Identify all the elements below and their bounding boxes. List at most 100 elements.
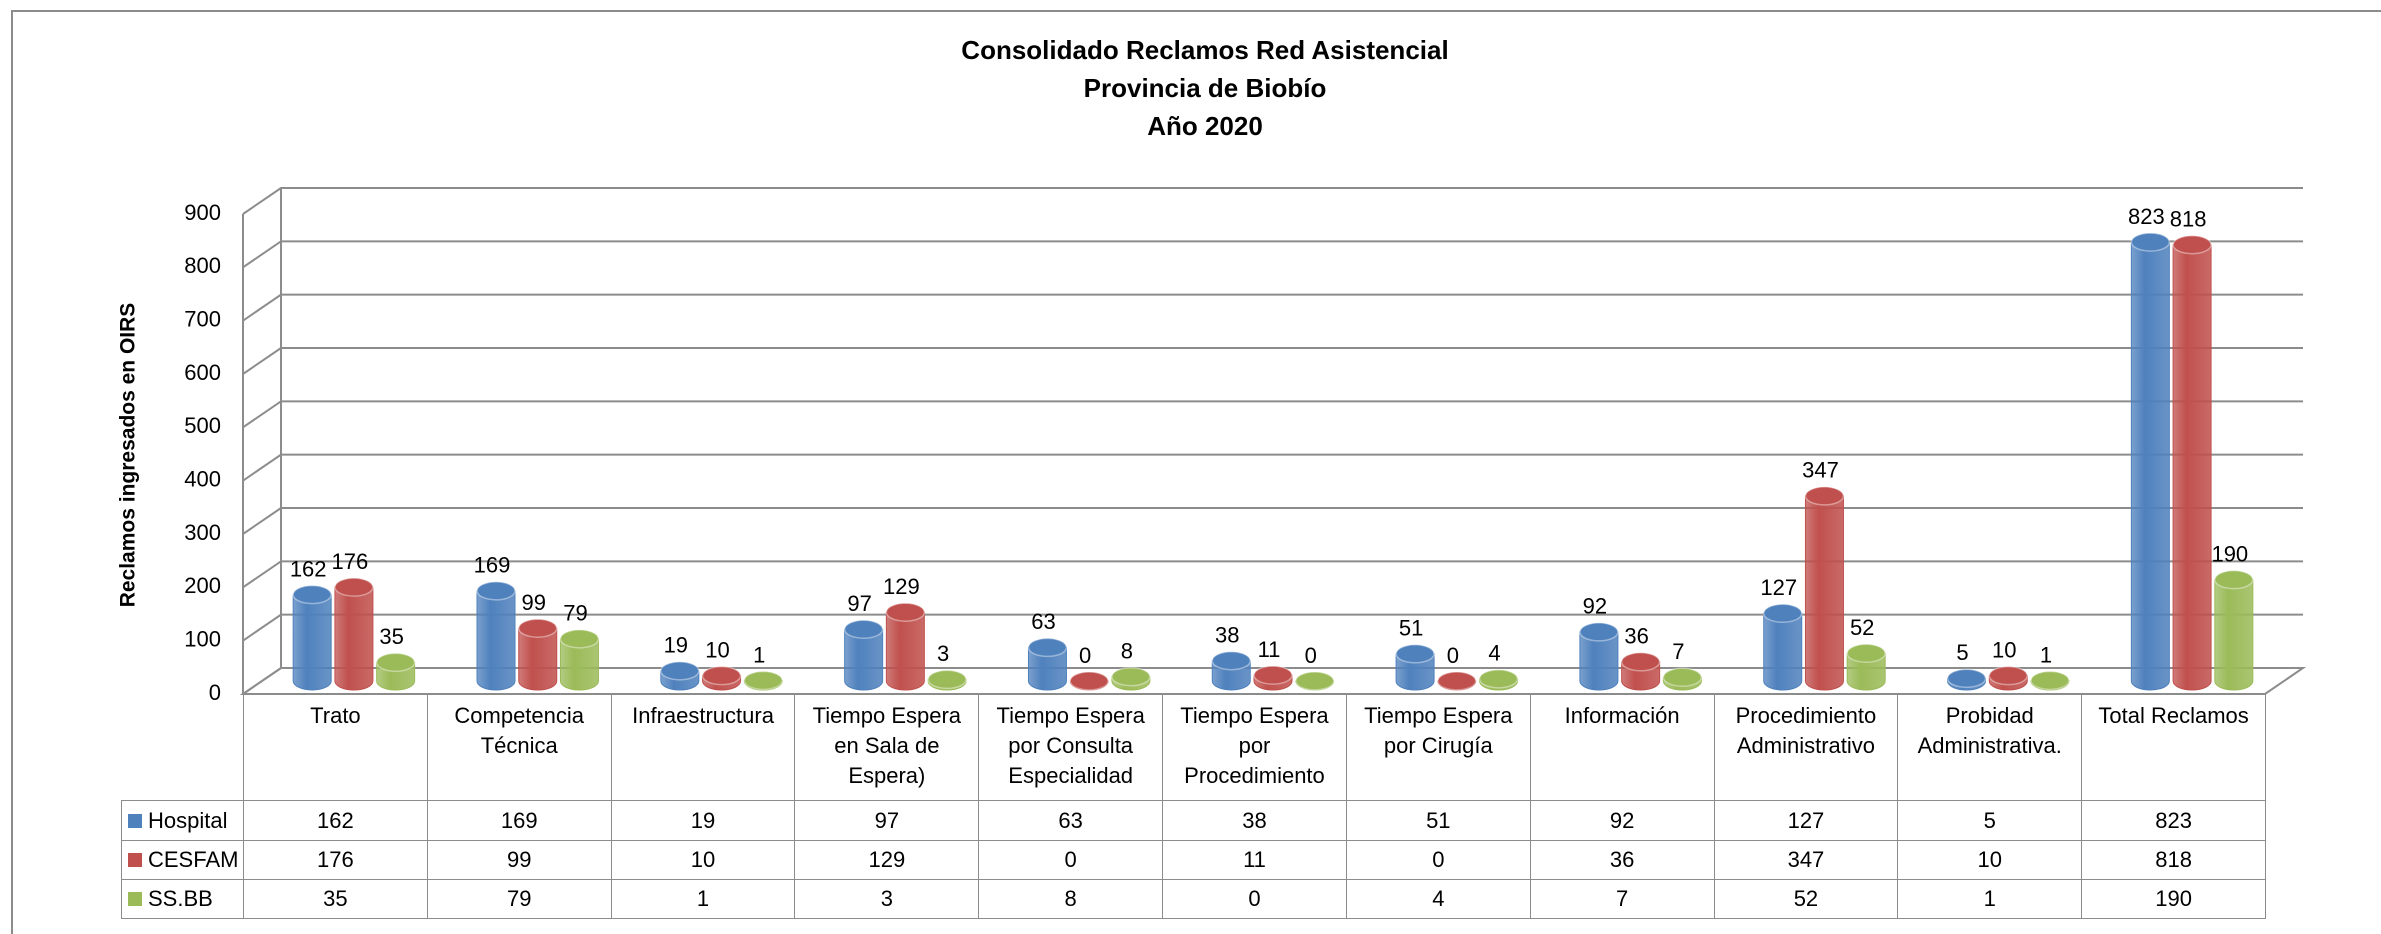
table-cell: 162 <box>243 800 428 841</box>
data-label: 129 <box>883 574 920 599</box>
legend-label: SS.BB <box>148 886 213 911</box>
data-label: 79 <box>563 601 587 626</box>
bar-top <box>660 661 700 681</box>
table-cell: 7 <box>1529 879 1715 919</box>
table-cell: 97 <box>794 800 980 841</box>
table-cell: 0 <box>978 840 1164 880</box>
bar-top <box>1395 644 1435 664</box>
bar <box>1763 612 1803 691</box>
bar-top <box>334 577 374 597</box>
y-axis-label: Reclamos ingresados en OIRS <box>117 303 140 608</box>
data-label: 818 <box>2170 207 2207 232</box>
x-tick-label: Información <box>1529 694 1715 801</box>
bar-top <box>1762 603 1803 624</box>
table-cell: 0 <box>1162 879 1347 919</box>
bar <box>476 590 516 691</box>
legend-swatch <box>128 813 142 828</box>
bar <box>844 628 884 691</box>
table-cell: 92 <box>1529 800 1715 841</box>
data-label: 162 <box>290 556 327 581</box>
table-cell: 35 <box>243 879 428 919</box>
data-label: 0 <box>1079 643 1091 668</box>
table-cell: 176 <box>243 840 428 880</box>
legend-entry: Hospital <box>121 800 244 841</box>
grid-line <box>242 560 2303 589</box>
table-cell: 5 <box>1897 800 2083 841</box>
y-tick-label: 600 <box>184 360 221 385</box>
bar-top <box>1579 622 1619 642</box>
data-label: 190 <box>2211 541 2248 566</box>
bar-top <box>1478 669 1519 689</box>
x-tick-label: Tiempo Espera por Cirugía <box>1345 694 1531 801</box>
x-tick-label: Probidad Administrativa. <box>1897 694 2083 801</box>
table-cell: 818 <box>2081 840 2266 880</box>
bar-top <box>1662 667 1703 688</box>
y-tick-label: 700 <box>184 306 221 331</box>
table-cell: 1 <box>610 879 796 919</box>
bar <box>518 627 558 691</box>
data-label: 0 <box>1305 643 1317 668</box>
x-tick-label: Competencia Técnica <box>426 694 612 801</box>
chart-title: Año 2020 <box>1147 111 1263 141</box>
table-cell: 38 <box>1162 800 1347 841</box>
data-label: 176 <box>332 549 369 574</box>
data-label: 823 <box>2128 204 2165 229</box>
data-label: 63 <box>1031 609 1055 634</box>
bar-top <box>559 629 600 649</box>
data-label: 11 <box>1258 637 1281 662</box>
chart-title: Provincia de Biobío <box>1084 73 1327 103</box>
bar <box>1027 646 1067 691</box>
bar-top <box>701 665 742 686</box>
bar-top <box>476 581 516 601</box>
bar-top <box>1253 665 1293 685</box>
bar-top <box>927 669 967 690</box>
x-tick-label: Infraestructura <box>610 694 796 801</box>
data-label: 169 <box>474 553 511 578</box>
table-cell: 63 <box>978 800 1164 841</box>
bar-top <box>1988 665 2029 686</box>
bar-top <box>1069 671 1109 691</box>
grid-line <box>242 187 2303 215</box>
data-label: 10 <box>705 637 729 662</box>
table-cell: 51 <box>1345 800 1531 841</box>
table-cell: 347 <box>1713 840 1899 880</box>
table-cell: 10 <box>610 840 796 880</box>
y-tick-label: 0 <box>209 680 221 705</box>
data-label: 38 <box>1215 623 1239 648</box>
data-label: 97 <box>847 591 871 616</box>
bar <box>1579 631 1619 691</box>
table-cell: 10 <box>1897 840 2083 880</box>
table-cell: 127 <box>1713 800 1899 841</box>
data-label: 8 <box>1121 639 1133 664</box>
chart-frame <box>11 10 2381 934</box>
table-cell: 19 <box>610 800 796 841</box>
y-tick-label: 400 <box>184 466 221 491</box>
bar-top <box>1294 671 1335 691</box>
bar-top <box>1111 666 1151 687</box>
table-cell: 3 <box>794 879 980 919</box>
table-cell: 52 <box>1713 879 1899 919</box>
table-cell: 11 <box>1162 840 1347 880</box>
bar-top <box>2130 232 2171 252</box>
data-label: 4 <box>1488 641 1500 666</box>
x-tick-label: Procedimiento Administrativo <box>1713 694 1899 801</box>
y-tick-label: 500 <box>184 413 221 438</box>
x-tick-label: Tiempo Espera por Consulta Especialidad <box>978 694 1164 801</box>
bar-top <box>1804 486 1845 506</box>
bar-top <box>885 602 926 622</box>
data-label: 99 <box>521 590 545 615</box>
bar-top <box>1620 652 1661 672</box>
grid-line <box>242 453 2303 482</box>
bar <box>2130 241 2170 691</box>
bar-top <box>1946 668 1987 689</box>
table-cell: 4 <box>1345 879 1531 919</box>
y-tick-label: 300 <box>184 520 221 545</box>
table-cell: 8 <box>978 879 1164 919</box>
data-label: 5 <box>1956 640 1968 665</box>
grid-line <box>242 347 2303 375</box>
data-label: 19 <box>664 633 688 658</box>
grid-line <box>242 240 2303 269</box>
x-tick-label: Trato <box>243 694 428 801</box>
